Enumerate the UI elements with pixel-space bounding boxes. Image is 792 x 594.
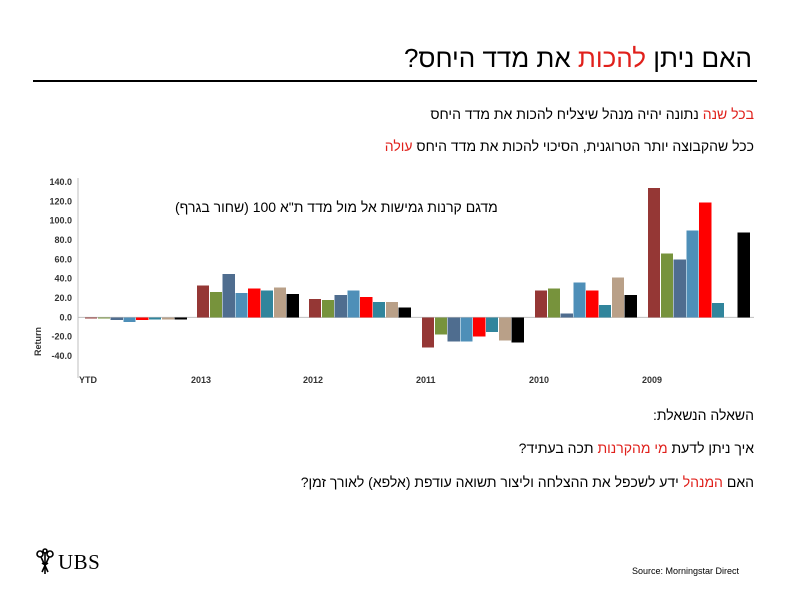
y-tick-label: 100.0 [49,216,72,226]
bar-ytd-6 [149,317,162,320]
source-note: Source: Morningstar Direct [632,566,740,576]
bar-2012-5 [360,297,373,318]
bar-2011-8 [511,317,524,343]
page-title: האם ניתן להכות את מדד היחס? [403,43,752,73]
bar-2011-1 [422,317,435,348]
x-tick-label: YTD [79,375,98,385]
bar-ytd-8 [174,317,187,320]
bar-2009-5 [699,202,712,318]
x-tick-label: 2009 [642,375,662,385]
bar-2012-7 [385,301,398,318]
bar-2011-2 [434,317,447,335]
bar-2012-8 [398,307,411,318]
bar-ytd-4 [123,317,136,323]
y-tick-label: -40.0 [51,351,72,361]
bar-2013-6 [261,290,274,318]
bar-2009-3 [673,259,686,318]
x-tick-label: 2013 [191,375,211,385]
bar-2010-2 [547,288,560,318]
bar-2011-5 [473,317,486,337]
bar-2013-4 [235,293,248,318]
bar-2009-2 [660,253,673,318]
bar-2012-1 [309,298,322,318]
bar-2012-3 [334,295,347,318]
bar-ytd-1 [85,317,98,319]
bar-2010-4 [573,282,586,318]
bar-2009-8 [737,232,750,318]
statement-line-1: בכל שנה נתונה יהיה מנהל שיצליח להכות את … [430,106,754,122]
bar-2009-1 [648,187,661,318]
question-2: האם המנהל ידע לשכפל את ההצלחה וליצור תשו… [300,474,754,490]
bar-ytd-3 [110,317,123,321]
bar-2011-7 [498,317,511,341]
question-1: איך ניתן לדעת מי מהקרנות תכה בעתיד? [518,440,754,456]
bar-2010-1 [535,290,548,318]
ubs-logo-text: UBS [58,550,101,574]
y-tick-label: 60.0 [54,254,72,264]
bar-2012-4 [347,290,360,318]
bar-2011-4 [460,317,473,342]
bar-ytd-5 [136,317,149,321]
y-tick-label: 120.0 [49,196,72,206]
bar-2009-6 [712,302,725,318]
bar-2010-3 [560,313,573,318]
title-highlight: להכות [577,43,647,73]
chart-annotation: מדגם קרנות גמישות אל מול מדד ת"א 100 (שח… [175,199,498,215]
y-tick-label: 140.0 [49,177,72,187]
bar-2013-1 [197,285,210,318]
bar-2012-6 [373,301,386,318]
y-tick-label: 0.0 [59,312,72,322]
bar-ytd-2 [97,317,110,319]
bar-2013-5 [248,288,261,318]
bar-2010-7 [611,277,624,318]
bar-2013-8 [286,294,299,318]
x-tick-label: 2010 [529,375,549,385]
bar-2010-5 [586,290,599,318]
statement-line-2: ככל שהקבוצה יותר הטרוגנית, הסיכוי להכות … [384,138,754,154]
bar-2009-4 [686,230,699,318]
bar-2011-3 [447,317,460,342]
x-tick-label: 2011 [416,375,436,385]
bar-ytd-7 [161,317,174,320]
returns-bar-chart: 140.0 120.0 100.0 80.0 60.0 40.0 20.0 0.0 -20.0 -… [33,177,754,385]
y-tick-label: -20.0 [51,332,72,342]
bar-2013-2 [209,292,222,318]
bar-2013-7 [273,287,286,318]
y-tick-label: 80.0 [54,235,72,245]
bar-2010-8 [624,295,637,318]
y-tick-label: 40.0 [54,274,72,284]
question-heading: השאלה הנשאלת: [653,407,754,423]
title-divider [33,80,757,82]
ubs-keys-icon [36,548,54,574]
y-axis-label: Return [33,327,43,356]
y-tick-label: 20.0 [54,293,72,303]
bar-2013-3 [222,273,235,318]
bar-2012-2 [321,299,334,318]
x-tick-label: 2012 [303,375,323,385]
bar-2011-6 [486,317,499,332]
bar-2010-6 [599,304,612,318]
